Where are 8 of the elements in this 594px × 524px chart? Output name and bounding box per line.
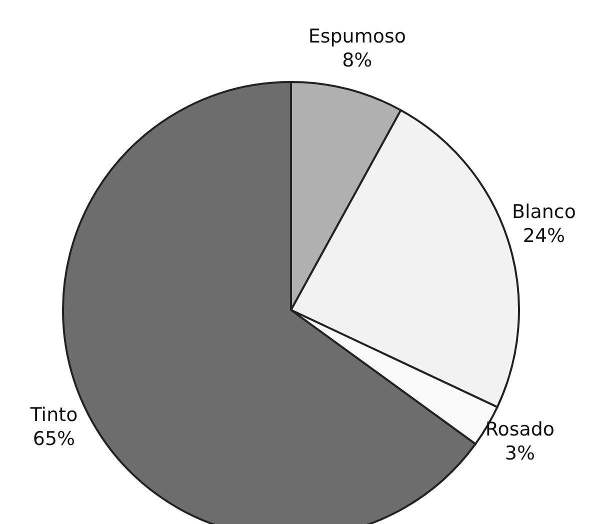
- slice-label: Espumoso: [308, 25, 406, 48]
- slice-label: Rosado: [485, 418, 555, 440]
- data-label: 3%: [504, 442, 536, 464]
- data-label: 24%: [522, 224, 566, 247]
- data-label: 65%: [32, 428, 76, 450]
- data-label: 8%: [342, 49, 372, 72]
- slice-label: Blanco: [512, 200, 576, 223]
- slice-label: Tinto: [29, 404, 78, 426]
